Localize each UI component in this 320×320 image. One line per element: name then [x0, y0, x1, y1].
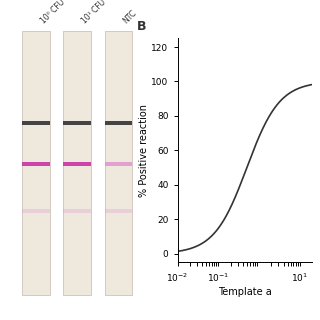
- Bar: [63, 31, 91, 295]
- Bar: [22, 121, 50, 125]
- Bar: [105, 209, 132, 213]
- Bar: [105, 121, 132, 125]
- Bar: [22, 209, 50, 213]
- Bar: [63, 209, 91, 213]
- Bar: [63, 162, 91, 166]
- Text: NTC: NTC: [121, 8, 139, 25]
- Text: B: B: [137, 20, 147, 34]
- Bar: [105, 31, 132, 295]
- Text: 10¹ CFU: 10¹ CFU: [80, 0, 108, 25]
- Bar: [105, 162, 132, 166]
- Text: 10⁰ CFU: 10⁰ CFU: [39, 0, 66, 25]
- Bar: [22, 31, 50, 295]
- Bar: [22, 162, 50, 166]
- Y-axis label: % Positive reaction: % Positive reaction: [139, 104, 148, 197]
- X-axis label: Template a: Template a: [218, 287, 272, 297]
- Bar: [63, 121, 91, 125]
